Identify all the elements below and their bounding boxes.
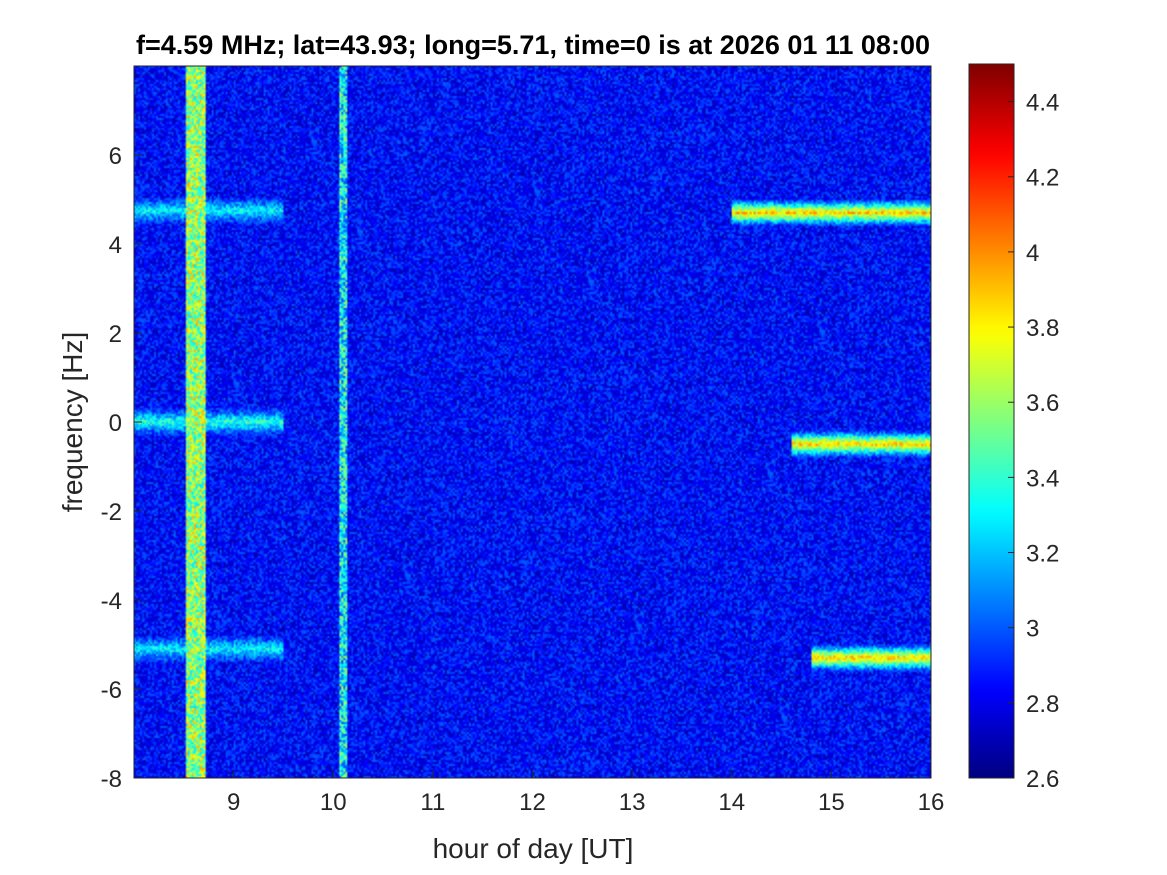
- colorbar-tick-label: 3.2: [1026, 541, 1059, 568]
- colorbar-frame: [968, 63, 1015, 779]
- x-tick-label: 9: [227, 789, 240, 816]
- heatmap-image: [134, 66, 931, 778]
- x-tick-label: 14: [718, 789, 745, 816]
- y-axis: -8 -6 -4 -2 0 2 4 6: [101, 143, 142, 793]
- y-tick-label: -2: [101, 499, 122, 526]
- chart-title: f=4.59 MHz; lat=43.93; long=5.71, time=0…: [136, 30, 930, 60]
- y-tick-label: 6: [109, 143, 122, 170]
- colorbar-tick-label: 4.2: [1026, 165, 1059, 192]
- colorbar-ticks: 2.6 2.8 3 3.2 3.4 3.6 3.8 4 4.2 4.4: [1008, 90, 1059, 793]
- x-tick-label: 12: [519, 789, 546, 816]
- colorbar-tick-label: 2.8: [1026, 691, 1059, 718]
- colorbar-tick-label: 4.4: [1026, 90, 1059, 117]
- colorbar-tick-label: 4: [1026, 240, 1039, 267]
- x-tick-label: 13: [619, 789, 646, 816]
- y-tick-label: -4: [101, 588, 122, 615]
- y-tick-label: -6: [101, 677, 122, 704]
- x-tick-label: 16: [918, 789, 945, 816]
- colorbar-tick-label: 3.8: [1026, 315, 1059, 342]
- y-tick-label: -8: [101, 766, 122, 793]
- y-tick-label: 0: [109, 410, 122, 437]
- colorbar: 2.6 2.8 3 3.2 3.4 3.6 3.8 4 4.2 4.4: [968, 63, 1059, 793]
- x-axis: 9 10 11 12 13 14 15 16: [227, 770, 944, 816]
- colorbar-tick-label: 3: [1026, 616, 1039, 643]
- colorbar-gradient: [969, 64, 1014, 778]
- heatmap-plot-area: [133, 65, 932, 779]
- x-axis-label: hour of day [UT]: [433, 833, 634, 864]
- x-tick-label: 10: [320, 789, 347, 816]
- y-tick-label: 2: [109, 321, 122, 348]
- colorbar-tick-label: 2.6: [1026, 766, 1059, 793]
- y-tick-label: 4: [109, 232, 122, 259]
- y-axis-label: frequency [Hz]: [57, 332, 88, 513]
- colorbar-tick-label: 3.4: [1026, 465, 1059, 492]
- x-tick-label: 15: [818, 789, 845, 816]
- x-tick-label: 11: [420, 789, 445, 816]
- colorbar-tick-label: 3.6: [1026, 390, 1059, 417]
